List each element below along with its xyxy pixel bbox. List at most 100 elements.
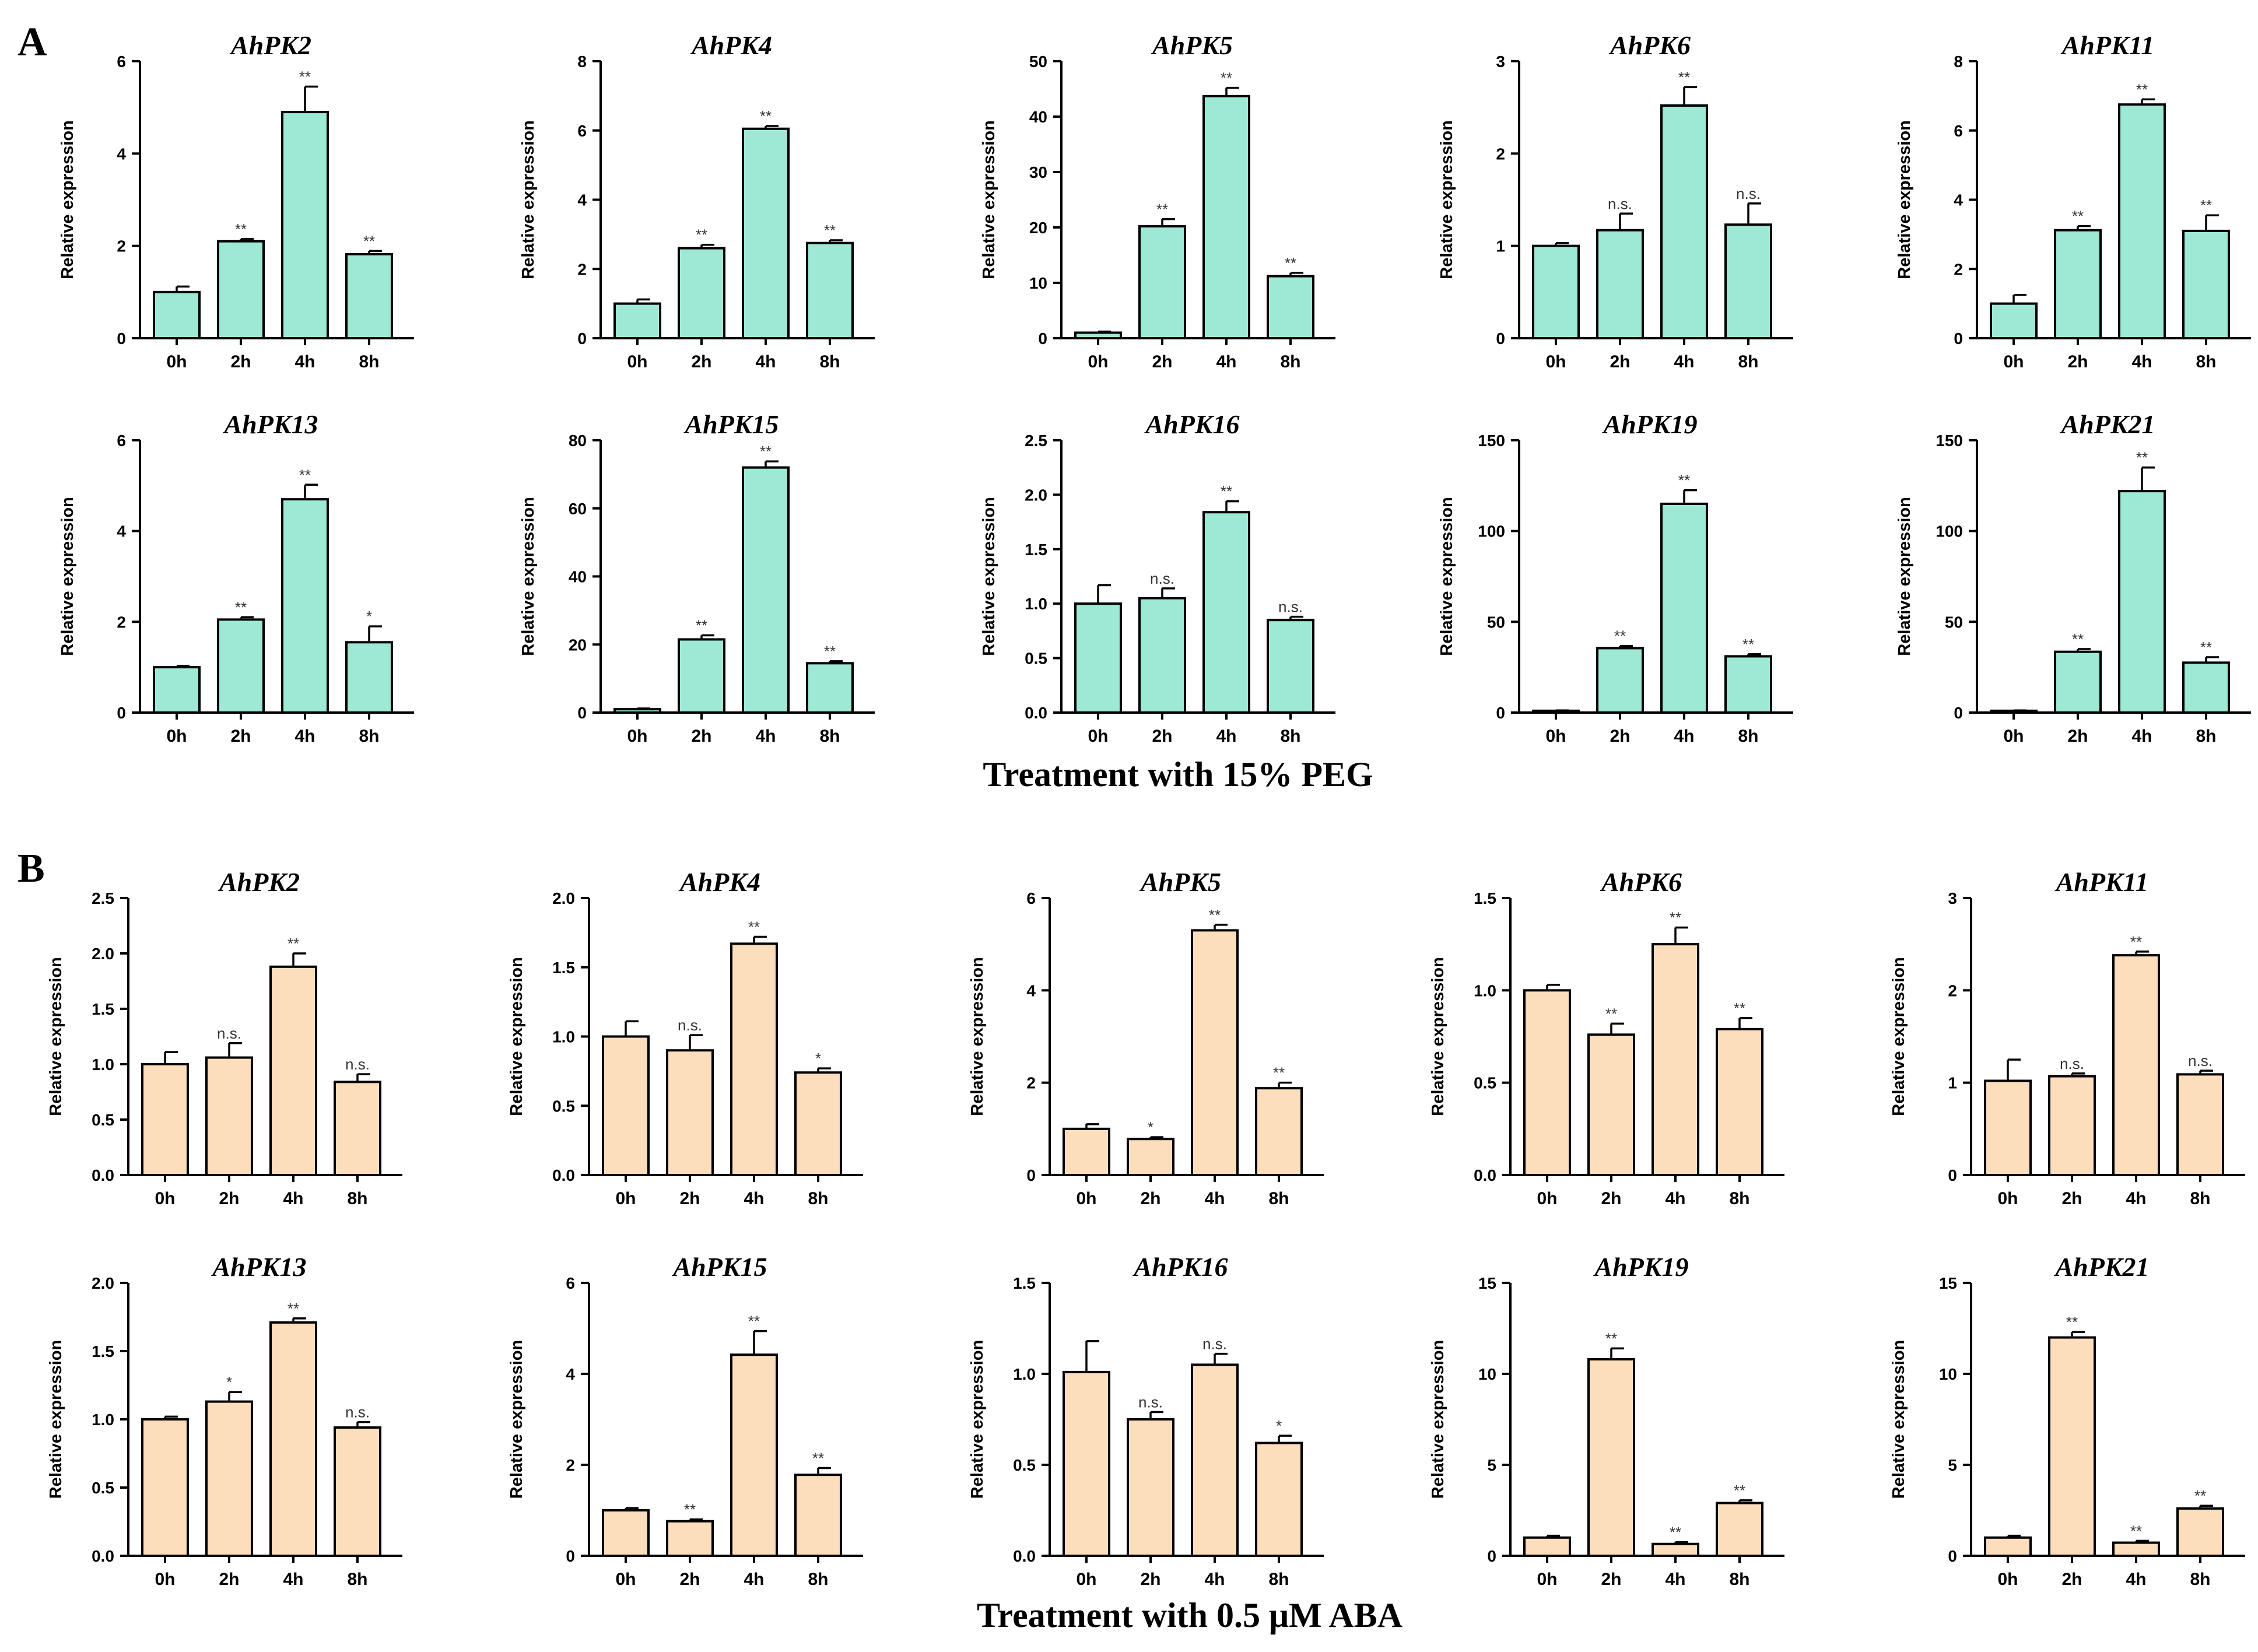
y-tick-label: 2.5	[92, 889, 114, 907]
significance-label: **	[684, 1501, 696, 1518]
chart-a-ahpk19: AhPK19 Relative expression 0h ** 2h ** 4h ** 8h 0…	[1437, 409, 1793, 746]
bar	[1063, 1370, 1110, 1557]
bar	[2118, 103, 2166, 339]
significance-label: **	[1285, 254, 1296, 272]
bar	[2048, 1075, 2096, 1177]
bar	[678, 247, 725, 339]
significance-label: n.s.	[1278, 598, 1303, 616]
y-tick-label: 40	[1029, 108, 1047, 126]
chart-title: AhPK4	[678, 867, 760, 897]
x-tick-label: 8h	[2196, 352, 2216, 371]
y-axis-label: Relative expression	[1895, 497, 1914, 655]
y-tick-label: 2	[1496, 145, 1505, 163]
y-tick-label: 3	[1948, 889, 1957, 907]
significance-label: **	[363, 232, 375, 250]
x-tick-label: 8h	[347, 1189, 367, 1208]
y-tick-label: 8	[1954, 52, 1963, 71]
x-tick-label: 0h	[1997, 1189, 2018, 1208]
y-tick-label: 1.0	[1013, 1365, 1036, 1383]
significance-label: n.s.	[345, 1404, 370, 1421]
bar	[153, 290, 201, 340]
x-tick-label: 0h	[155, 1570, 175, 1589]
x-tick-label: 2h	[1152, 352, 1172, 371]
y-axis-label: Relative expression	[507, 957, 526, 1116]
x-tick-label: 0h	[627, 727, 647, 746]
bar	[742, 466, 790, 714]
significance-label: **	[1156, 201, 1168, 218]
significance-label: **	[299, 68, 311, 86]
y-tick-label: 0.5	[552, 1097, 575, 1115]
significance-label: **	[1605, 1005, 1617, 1022]
chart-a-ahpk16: AhPK16 Relative expression 0h n.s. 2h ** 4h n.s…	[980, 409, 1335, 746]
bar	[141, 1063, 189, 1176]
x-tick-label: 2h	[1610, 727, 1630, 746]
y-tick-label: 1.5	[1474, 889, 1496, 907]
y-tick-label: 0	[1038, 329, 1047, 348]
bar	[678, 638, 725, 714]
y-tick-label: 1.5	[1025, 541, 1047, 559]
y-axis-label: Relative expression	[47, 1340, 65, 1499]
y-tick-label: 6	[117, 52, 126, 71]
chart-title: AhPK19	[1601, 409, 1697, 439]
x-tick-label: 4h	[2131, 727, 2152, 746]
x-tick-label: 0h	[166, 352, 187, 371]
significance-label: **	[748, 918, 760, 936]
significance-label: n.s.	[345, 1055, 370, 1073]
significance-label: **	[2130, 1522, 2142, 1539]
x-tick-label: 8h	[819, 352, 840, 371]
y-axis-label: Relative expression	[980, 497, 998, 655]
y-axis-label: Relative expression	[1437, 120, 1456, 279]
bar	[269, 1321, 317, 1558]
chart-a-ahpk13: AhPK13 Relative expression 0h ** 2h ** 4h * 8h 0 2…	[58, 409, 414, 746]
x-tick-label: 0h	[2003, 352, 2024, 371]
x-tick-label: 0h	[1088, 352, 1108, 371]
chart-b-ahpk6: AhPK6 Relative expression 0h ** 2h ** 4h ** 8h 0.…	[1429, 867, 1784, 1208]
significance-label: **	[748, 1313, 760, 1330]
bar	[1074, 602, 1122, 714]
x-tick-label: 2h	[679, 1570, 700, 1589]
y-tick-label: 0.5	[92, 1111, 114, 1129]
y-tick-label: 1.0	[1025, 595, 1047, 613]
y-tick-label: 1.5	[1013, 1274, 1036, 1292]
significance-label: *	[1276, 1417, 1282, 1434]
bar	[1596, 647, 1644, 714]
y-axis-label: Relative expression	[507, 1340, 526, 1499]
bar	[1138, 225, 1186, 339]
bar	[141, 1418, 189, 1557]
y-tick-label: 1.5	[92, 1000, 114, 1018]
significance-label: **	[1209, 906, 1221, 924]
x-tick-label: 4h	[1216, 352, 1236, 371]
y-tick-label: 20	[1029, 219, 1047, 237]
x-tick-label: 8h	[1738, 352, 1758, 371]
y-tick-label: 2	[1948, 981, 1957, 999]
x-tick-label: 2h	[691, 352, 711, 371]
bar	[334, 1426, 381, 1558]
x-tick-label: 0h	[1076, 1570, 1096, 1589]
y-tick-label: 3	[1496, 52, 1505, 71]
significance-label: **	[2130, 933, 2142, 950]
y-tick-label: 0.0	[92, 1166, 114, 1184]
x-tick-label: 0h	[1537, 1570, 1557, 1589]
y-tick-label: 4	[1026, 981, 1036, 999]
chart-b-ahpk16: AhPK16 Relative expression 0h n.s. 2h n.s. 4h *…	[968, 1252, 1324, 1589]
bar	[666, 1049, 714, 1176]
bar	[1984, 1079, 2032, 1176]
y-tick-label: 60	[569, 500, 587, 518]
x-tick-label: 4h	[2131, 352, 2152, 371]
significance-label: **	[1678, 68, 1690, 86]
y-tick-label: 1.5	[552, 959, 575, 977]
y-axis-label: Relative expression	[58, 497, 77, 655]
chart-a-ahpk4: AhPK4 Relative expression 0h ** 2h ** 4h ** 8h 0 2…	[519, 30, 875, 371]
y-axis-label: Relative expression	[1429, 957, 1447, 1116]
significance-label: **	[1605, 1330, 1617, 1347]
chart-title: AhPK15	[671, 1252, 767, 1282]
x-tick-label: 0h	[1076, 1189, 1096, 1208]
y-tick-label: 0.5	[92, 1479, 114, 1497]
chart-b-ahpk15: AhPK15 Relative expression 0h ** 2h ** 4h ** 8h 0…	[507, 1252, 863, 1589]
significance-label: **	[1273, 1064, 1285, 1082]
bar	[1724, 223, 1772, 339]
x-tick-label: 4h	[1216, 727, 1236, 746]
y-tick-label: 6	[577, 122, 587, 140]
x-tick-label: 2h	[2061, 1189, 2082, 1208]
x-tick-label: 8h	[1280, 352, 1300, 371]
